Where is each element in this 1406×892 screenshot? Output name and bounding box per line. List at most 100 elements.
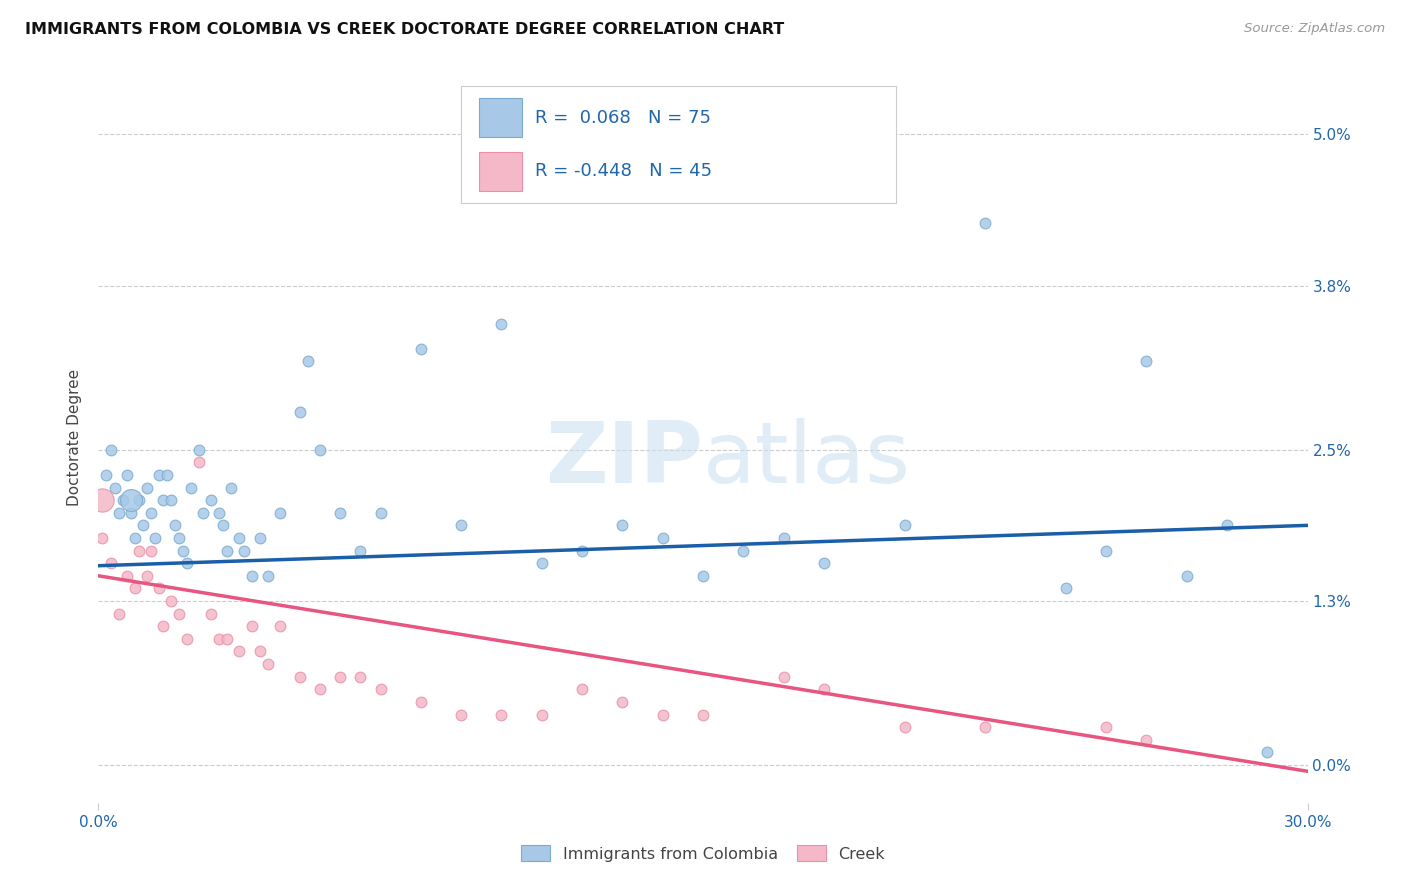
Point (1095, 720, 1118, 734)
Point (172, 543, 194, 558)
Point (132, 518, 155, 533)
Point (100, 442, 122, 457)
Point (733, 543, 755, 558)
Point (256, 569, 278, 583)
Point (103, 481, 125, 495)
Point (128, 493, 150, 508)
Point (124, 582, 146, 596)
Point (156, 467, 179, 482)
Point (1216, 518, 1239, 533)
Point (217, 632, 239, 646)
Point (167, 607, 190, 621)
Point (200, 607, 222, 621)
Point (1135, 732, 1157, 747)
Point (188, 442, 211, 457)
Point (450, 707, 472, 722)
Point (1256, 745, 1278, 759)
Point (772, 670, 794, 684)
Point (297, 354, 319, 368)
Point (893, 518, 915, 533)
Point (107, 506, 129, 520)
Point (772, 531, 794, 545)
Point (232, 543, 254, 558)
Point (120, 493, 142, 508)
Point (240, 569, 263, 583)
Point (309, 682, 332, 697)
Point (692, 569, 714, 583)
Point (115, 467, 138, 482)
Point (128, 543, 150, 558)
Point (135, 481, 157, 495)
Point (249, 644, 271, 658)
Point (228, 531, 250, 545)
Point (409, 342, 432, 356)
Text: Source: ZipAtlas.com: Source: ZipAtlas.com (1244, 22, 1385, 36)
Point (651, 707, 673, 722)
Point (115, 569, 138, 583)
Point (288, 405, 311, 419)
Point (91, 493, 114, 508)
Point (269, 506, 291, 520)
Point (167, 531, 190, 545)
Point (176, 556, 198, 570)
Point (107, 607, 129, 621)
Point (212, 518, 235, 533)
Point (530, 707, 553, 722)
Point (135, 569, 157, 583)
Point (813, 682, 835, 697)
Point (309, 442, 332, 457)
Point (139, 506, 162, 520)
Point (974, 720, 997, 734)
Text: ZIP: ZIP (546, 417, 703, 500)
Point (269, 619, 291, 633)
Point (612, 695, 634, 709)
Point (571, 682, 593, 697)
Legend: Immigrants from Colombia, Creek: Immigrants from Colombia, Creek (515, 838, 891, 868)
Point (208, 506, 231, 520)
Point (152, 619, 174, 633)
Point (163, 518, 186, 533)
Point (409, 695, 432, 709)
Point (160, 493, 183, 508)
Point (143, 531, 166, 545)
Point (208, 632, 231, 646)
Point (91, 531, 114, 545)
Point (571, 543, 593, 558)
Point (813, 556, 835, 570)
Point (1095, 543, 1118, 558)
Point (180, 481, 202, 495)
Point (1054, 582, 1077, 596)
Point (148, 467, 170, 482)
Point (221, 481, 243, 495)
Point (893, 720, 915, 734)
Point (160, 594, 183, 608)
Point (530, 556, 553, 570)
Point (974, 216, 997, 230)
Point (111, 493, 134, 508)
Point (256, 657, 278, 671)
Point (176, 632, 198, 646)
Point (120, 506, 142, 520)
Point (217, 543, 239, 558)
Point (124, 531, 146, 545)
Point (491, 317, 513, 331)
Point (692, 707, 714, 722)
Point (96, 467, 118, 482)
Point (329, 670, 352, 684)
Point (450, 518, 472, 533)
Point (148, 582, 170, 596)
Text: IMMIGRANTS FROM COLOMBIA VS CREEK DOCTORATE DEGREE CORRELATION CHART: IMMIGRANTS FROM COLOMBIA VS CREEK DOCTOR… (25, 22, 785, 37)
Point (240, 619, 263, 633)
Point (651, 531, 673, 545)
Point (491, 707, 513, 722)
Point (188, 455, 211, 469)
Point (370, 682, 392, 697)
Point (228, 644, 250, 658)
Point (349, 543, 371, 558)
Point (249, 531, 271, 545)
Point (152, 493, 174, 508)
Point (1135, 354, 1157, 368)
Point (288, 670, 311, 684)
Y-axis label: Doctorate Degree: Doctorate Degree (67, 368, 83, 506)
Point (193, 506, 215, 520)
